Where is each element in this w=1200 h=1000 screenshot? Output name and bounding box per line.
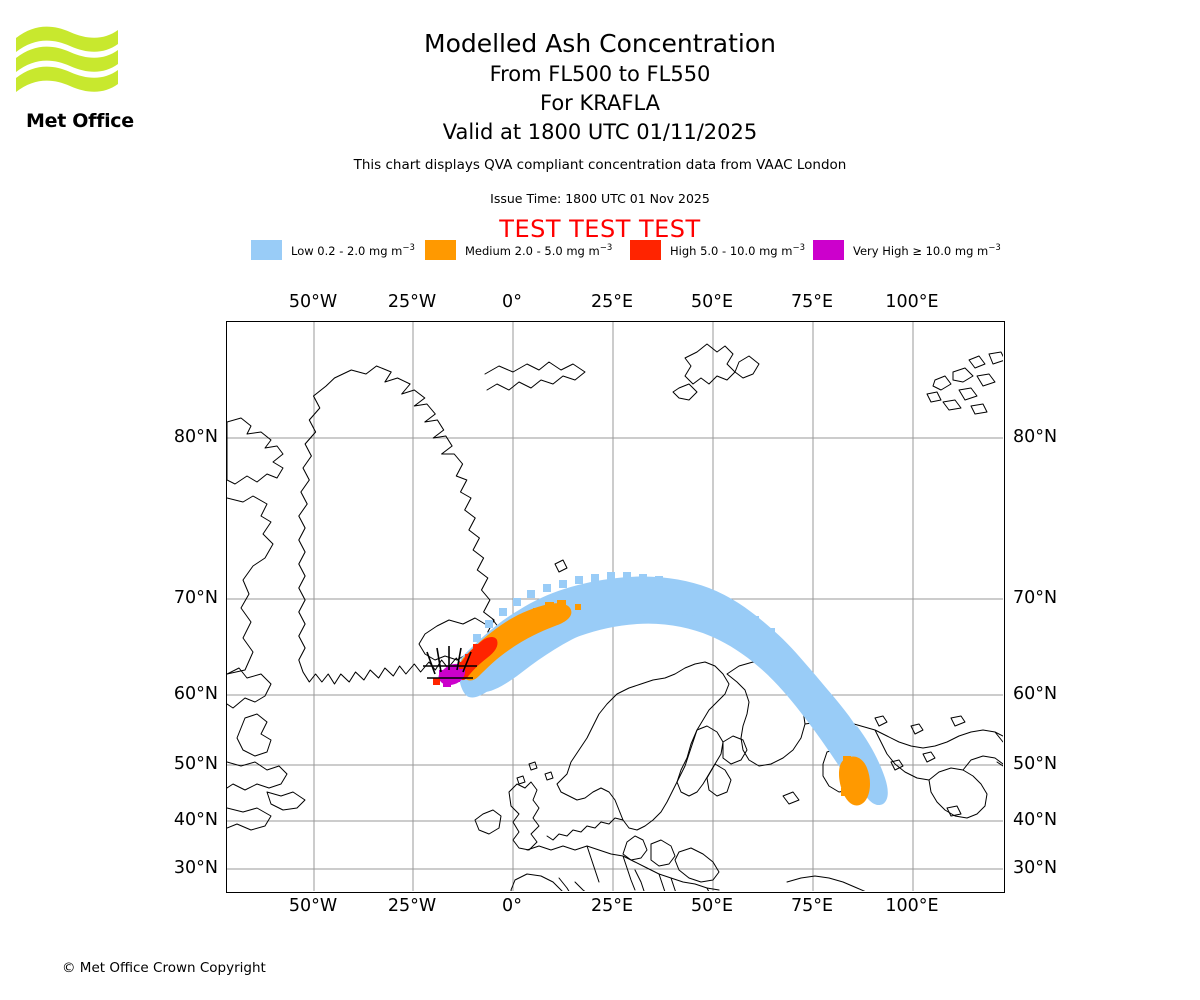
lon-tick-bottom-1: 25°W [387,896,437,916]
lon-tick-bottom-2: 0° [502,896,522,916]
legend-swatch-1 [425,240,456,260]
legend-label-3: Very High ≥ 10.0 mg m−3 [853,242,1001,258]
lat-tick-left-2: 60°N [173,684,218,704]
lon-tick-bottom-6: 100°E [885,896,939,916]
lon-tick-bottom-5: 75°E [790,896,834,916]
legend-item-0: Low 0.2 - 2.0 mg m−3 [251,239,415,261]
lat-tick-left-4: 40°N [173,810,218,830]
issue-time: Issue Time: 1800 UTC 01 Nov 2025 [490,191,710,206]
lat-tick-right-5: 30°N [1013,858,1058,878]
lon-tick-top-0: 50°W [288,292,338,312]
lat-tick-left-5: 30°N [173,858,218,878]
copyright-notice: © Met Office Crown Copyright [62,960,266,976]
legend-swatch-2 [630,240,661,260]
title-volcano: For KRAFLA [540,91,660,115]
lon-tick-bottom-0: 50°W [288,896,338,916]
test-banner: TEST TEST TEST [499,215,701,243]
lat-tick-left-1: 70°N [173,588,218,608]
concentration-legend: Low 0.2 - 2.0 mg m−3 Medium 2.0 - 5.0 mg … [251,239,1001,261]
lat-tick-right-3: 50°N [1013,754,1058,774]
map-canvas [227,322,1003,891]
title-valid-time: Valid at 1800 UTC 01/11/2025 [442,120,758,144]
legend-item-2: High 5.0 - 10.0 mg m−3 [630,239,805,261]
legend-swatch-0 [251,240,282,260]
logo-wordmark: Met Office [26,110,134,132]
page-title: Modelled Ash Concentration [424,29,776,58]
lon-tick-top-2: 0° [502,292,522,312]
qva-note: This chart displays QVA compliant concen… [353,157,847,173]
coastlines [227,343,1003,891]
legend-item-3: Very High ≥ 10.0 mg m−3 [813,239,1001,261]
met-office-logo: Met Office [14,22,134,132]
title-flight-levels: From FL500 to FL550 [489,62,711,86]
legend-label-2: High 5.0 - 10.0 mg m−3 [670,242,805,258]
legend-label-1: Medium 2.0 - 5.0 mg m−3 [465,242,613,258]
ash-plume-overlay [423,572,888,806]
lon-tick-bottom-4: 50°E [690,896,734,916]
lon-tick-bottom-3: 25°E [590,896,634,916]
lon-tick-top-1: 25°W [387,292,437,312]
lat-tick-right-0: 80°N [1013,427,1058,447]
lat-tick-left-3: 50°N [173,754,218,774]
map-plot-area[interactable] [226,321,1005,893]
lon-tick-top-3: 25°E [590,292,634,312]
lon-tick-top-6: 100°E [885,292,939,312]
legend-label-0: Low 0.2 - 2.0 mg m−3 [291,242,415,258]
title-block: Modelled Ash Concentration From FL500 to… [0,28,1200,147]
lat-tick-right-1: 70°N [1013,588,1058,608]
lat-tick-right-2: 60°N [1013,684,1058,704]
legend-swatch-3 [813,240,844,260]
lon-tick-top-4: 50°E [690,292,734,312]
logo-waves-icon [16,26,118,92]
lat-tick-left-0: 80°N [173,427,218,447]
lon-tick-top-5: 75°E [790,292,834,312]
lat-tick-right-4: 40°N [1013,810,1058,830]
legend-item-1: Medium 2.0 - 5.0 mg m−3 [425,239,612,261]
